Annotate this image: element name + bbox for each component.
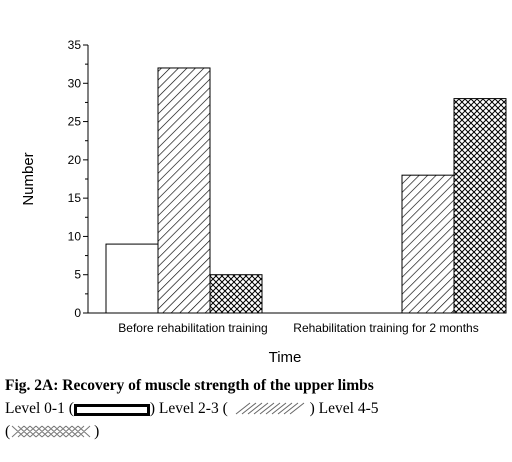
legend-label-level-0-1: Level 0-1 ( (5, 400, 74, 417)
axis-labels: 0 5 10 15 20 25 30 35 Before rehabilitation trai… (20, 38, 479, 366)
y-tick-label: 25 (68, 115, 82, 129)
bar-chart: 0 5 10 15 20 25 30 35 Before rehabilitation trai… (20, 38, 507, 366)
bar-level-2-3-2 (401, 174, 455, 314)
y-tick-label: 0 (74, 306, 81, 320)
figure-legend-line-1: Level 0-1 ( ) Level 2-3 ( ) Level 4-5 (5, 398, 505, 419)
figure-caption-title: Fig. 2A: Recovery of muscle strength of … (5, 377, 374, 394)
legend-close-paren: ) (94, 423, 100, 440)
y-tick-label: 30 (68, 76, 82, 90)
legend-swatch-cross-hatch (11, 425, 91, 438)
y-tick-label: 15 (68, 191, 82, 205)
bar-level-0-1-1 (105, 243, 159, 314)
bar-level-4-5-1 (209, 274, 263, 314)
x-category-label: Rehabilitation training for 2 months (293, 321, 478, 335)
y-tick-label: 10 (68, 229, 82, 243)
y-axis-title: Number (20, 152, 37, 205)
y-tick-label: 35 (68, 38, 82, 52)
bars (105, 67, 507, 314)
figure-legend-line-2: ( ) (5, 421, 505, 442)
x-axis-title: Time (269, 349, 302, 366)
bar-level-2-3-1 (157, 67, 211, 314)
legend-label-level-2-3: ) Level 2-3 ( (149, 400, 228, 417)
y-tick-label: 20 (68, 153, 82, 167)
legend-open-paren: ( (5, 423, 11, 440)
legend-label-level-4-5: ) Level 4-5 (309, 400, 379, 417)
bar-level-4-5-2 (453, 98, 507, 314)
y-tick-label: 5 (74, 268, 81, 282)
legend-swatch-solid (73, 404, 150, 416)
legend-swatch-diagonal-hatch (235, 402, 304, 415)
x-category-label: Before rehabilitation training (118, 321, 267, 335)
